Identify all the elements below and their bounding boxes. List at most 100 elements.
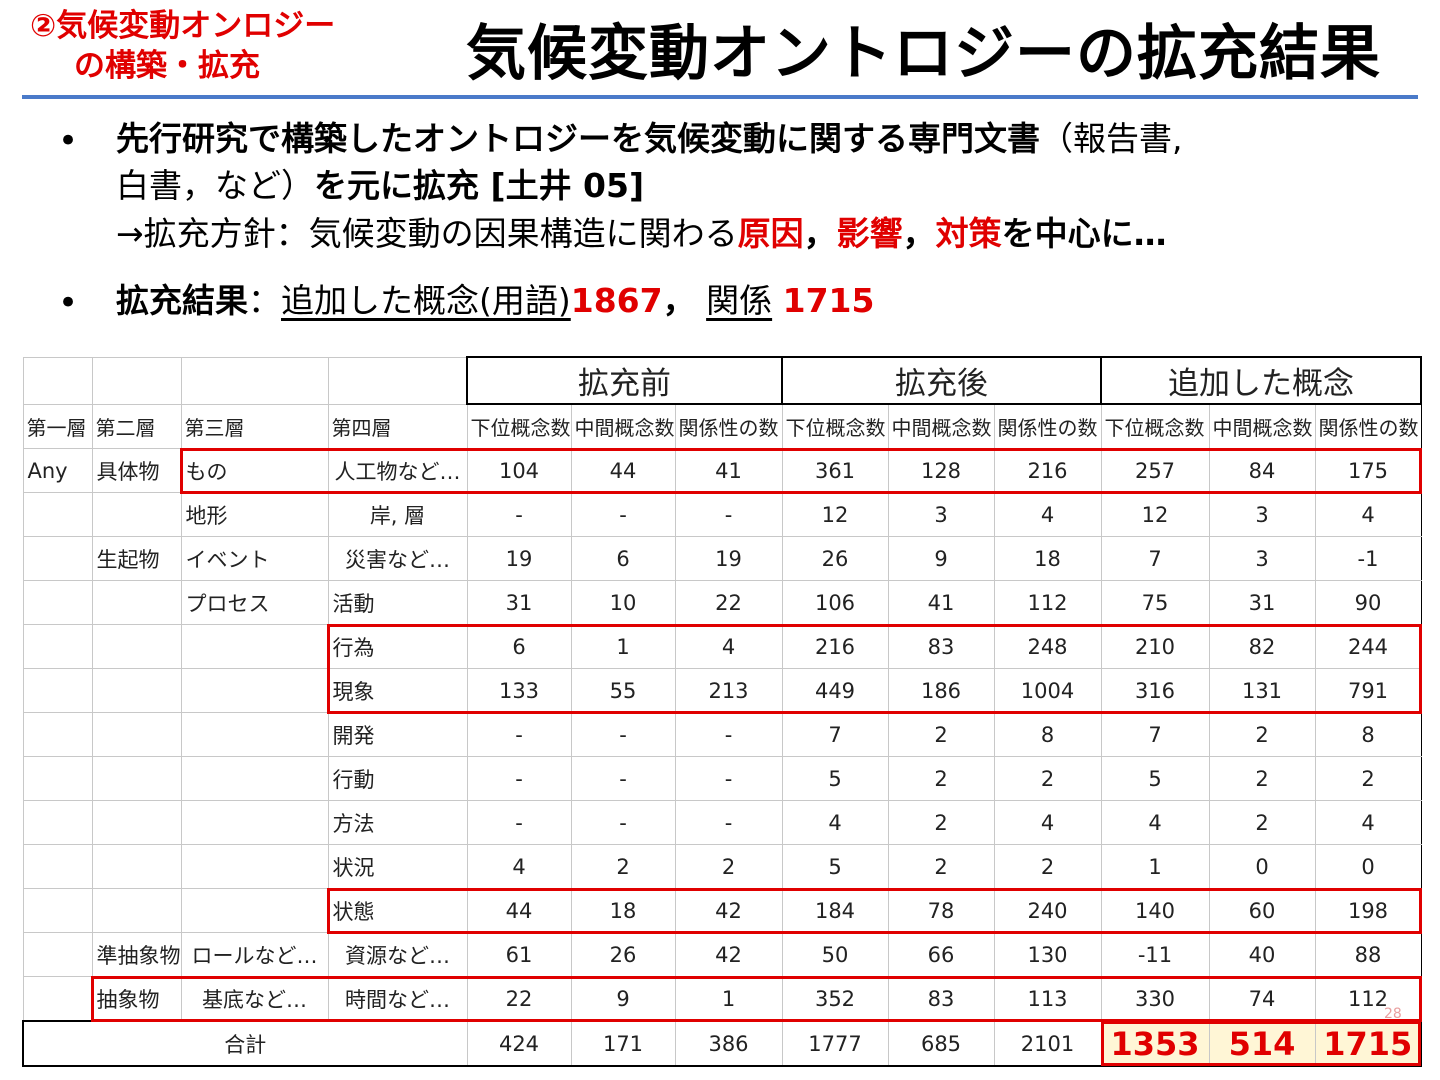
table-row: 状況 4 2 2 5 2 2 1 0 0 [22, 844, 1422, 889]
layer-1-cell [22, 888, 93, 933]
header-sub: 下位概念数 [466, 403, 572, 449]
layer-2-cell [91, 712, 182, 757]
value-cell: 10 [570, 580, 676, 625]
value-cell: 7 [1100, 536, 1210, 581]
value-cell: 18 [993, 536, 1102, 581]
value-cell: 9 [887, 536, 995, 581]
value-cell: 26 [781, 536, 889, 581]
total-cell: 424 [466, 1020, 572, 1067]
header-sub: 中間概念数 [570, 403, 676, 449]
value-cell: 3 [1208, 536, 1316, 581]
layer-4-cell: 災害など… [327, 536, 468, 581]
layer-3-cell: 基底など… [180, 976, 329, 1022]
layer-2-cell: 生起物 [91, 536, 182, 581]
value-cell: 2 [674, 844, 783, 889]
header-sub: 関係性の数 [1314, 403, 1422, 449]
value-cell: 7 [1100, 712, 1210, 757]
layer-2-cell [91, 668, 182, 713]
value-cell: 4 [1314, 492, 1422, 537]
policy-text: →拡充方針：気候変動の因果構造に関わる [116, 214, 738, 253]
value-cell: - [674, 492, 783, 537]
value-cell: 83 [887, 624, 995, 669]
value-cell: 8 [1314, 712, 1422, 757]
layer-1-cell: Any [22, 448, 93, 493]
value-cell: 83 [887, 976, 995, 1022]
layer-4-cell: 行為 [327, 624, 468, 669]
value-cell: 55 [570, 668, 676, 713]
table-row: 現象 133 55 213 449 186 1004 316 131 791 [22, 668, 1422, 713]
value-cell: 791 [1314, 668, 1422, 713]
layer-3-cell: ロールなど… [180, 932, 329, 977]
value-cell: 6 [570, 536, 676, 581]
value-cell: 1 [1100, 844, 1210, 889]
table-row: 生起物 イベント 災害など… 19 6 19 26 9 18 7 3 -1 [22, 536, 1422, 581]
header-layer-1: 第一層 [22, 403, 93, 449]
layer-3-cell [180, 624, 329, 669]
value-cell: 130 [993, 932, 1102, 977]
layer-1-cell [22, 624, 93, 669]
value-cell: 78 [887, 888, 995, 933]
table-row: 準抽象物 ロールなど… 資源など… 61 26 42 50 66 130 -11 40 88 [22, 932, 1422, 977]
value-cell: 9 [570, 976, 676, 1022]
value-cell: 6 [466, 624, 572, 669]
bullet-dot-2: • [58, 283, 79, 323]
value-cell: 113 [993, 976, 1102, 1022]
value-cell: 50 [781, 932, 889, 977]
value-cell: 2 [1314, 756, 1422, 801]
value-cell: 316 [1100, 668, 1210, 713]
page-number: 28 [1384, 1006, 1402, 1022]
value-cell: 2 [887, 712, 995, 757]
layer-2-cell [91, 624, 182, 669]
value-cell: 42 [674, 888, 783, 933]
value-cell: 112 [993, 580, 1102, 625]
value-cell: 2 [993, 756, 1102, 801]
bullet-1-text: 先行研究で構築したオントロジーを気候変動に関する専門文書 [116, 119, 1040, 158]
layer-2-cell: 準抽象物 [91, 932, 182, 977]
layer-3-cell [180, 712, 329, 757]
table-row: 開発 - - -7 2 8 7 2 8 [22, 712, 1422, 757]
layer-2-cell [91, 492, 182, 537]
layer-3-cell [180, 668, 329, 713]
layer-2-cell [91, 888, 182, 933]
value-cell: -11 [1100, 932, 1210, 977]
value-cell: 26 [570, 932, 676, 977]
table-row: 行為 6 1 4 216 83 248 210 82 244 [22, 624, 1422, 669]
table-row: プロセス 活動 31 10 22 106 41 112 75 31 90 [22, 580, 1422, 625]
layer-3-cell [180, 800, 329, 845]
value-cell: 216 [993, 448, 1102, 493]
value-cell: 12 [781, 492, 889, 537]
value-cell: - [466, 800, 572, 845]
value-cell: 3 [1208, 492, 1316, 537]
value-cell: 2 [570, 844, 676, 889]
value-cell: - [570, 756, 676, 801]
layer-1-cell [22, 712, 93, 757]
result-colon: ： [248, 281, 281, 320]
header-sub: 下位概念数 [1100, 403, 1210, 449]
value-cell: 4 [993, 800, 1102, 845]
value-cell: 361 [781, 448, 889, 493]
value-cell: - [466, 756, 572, 801]
total-label: 合計 [22, 1020, 468, 1067]
value-cell: 2 [887, 844, 995, 889]
value-cell: 5 [1100, 756, 1210, 801]
header-sub: 中間概念数 [1208, 403, 1316, 449]
value-cell: 104 [466, 448, 572, 493]
bullet-1-paren: （報告書, [1040, 119, 1183, 158]
total-added-highlight: 514 [1208, 1020, 1316, 1067]
layer-4-cell: 行動 [327, 756, 468, 801]
value-cell: 2 [887, 800, 995, 845]
sub-header-row: 第一層 第二層 第三層 第四層 下位概念数 中間概念数 関係性の数 下位概念数 … [22, 403, 1422, 449]
layer-2-cell [91, 800, 182, 845]
value-cell: 352 [781, 976, 889, 1022]
layer-4-cell: 人工物など… [327, 448, 468, 493]
layer-4-cell: 岸, 層 [327, 492, 468, 537]
result-sep: ， [662, 281, 696, 320]
bullet-1-line-3: →拡充方針：気候変動の因果構造に関わる原因，影響，対策を中心に… [116, 211, 1416, 257]
layer-4-cell: 資源など… [327, 932, 468, 977]
value-cell: 88 [1314, 932, 1422, 977]
value-cell: 216 [781, 624, 889, 669]
value-cell: 257 [1100, 448, 1210, 493]
header-sub: 中間概念数 [887, 403, 995, 449]
group-added: 追加した概念 [1100, 356, 1422, 405]
layer-4-cell: 時間など… [327, 976, 468, 1022]
